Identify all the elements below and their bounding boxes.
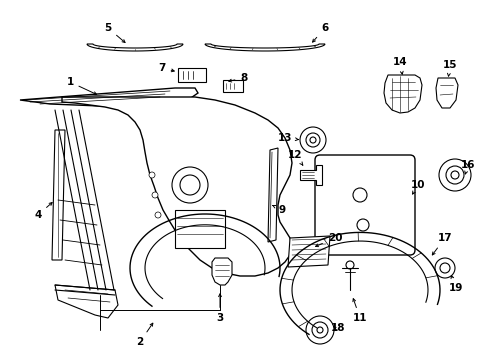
- Polygon shape: [267, 148, 278, 242]
- Polygon shape: [87, 44, 183, 51]
- Circle shape: [180, 175, 200, 195]
- Text: 5: 5: [104, 23, 125, 42]
- Text: 15: 15: [442, 60, 456, 76]
- Bar: [178, 68, 205, 82]
- Circle shape: [149, 172, 155, 178]
- Text: 19: 19: [448, 276, 462, 293]
- Text: 2: 2: [136, 323, 153, 347]
- Circle shape: [445, 166, 463, 184]
- Text: 16: 16: [460, 160, 474, 174]
- Circle shape: [356, 219, 368, 231]
- Text: 8: 8: [228, 73, 247, 83]
- Circle shape: [438, 159, 470, 191]
- Circle shape: [305, 133, 319, 147]
- Text: 9: 9: [272, 205, 285, 215]
- Text: 6: 6: [312, 23, 328, 42]
- Text: 20: 20: [315, 233, 342, 247]
- Text: 13: 13: [277, 133, 298, 143]
- Text: 17: 17: [431, 233, 451, 255]
- Polygon shape: [52, 130, 65, 260]
- Polygon shape: [299, 165, 321, 185]
- Circle shape: [172, 167, 207, 203]
- Circle shape: [434, 258, 454, 278]
- Text: 10: 10: [410, 180, 425, 194]
- Text: 3: 3: [216, 294, 223, 323]
- Polygon shape: [435, 78, 457, 108]
- Polygon shape: [20, 88, 198, 108]
- Text: 7: 7: [158, 63, 174, 73]
- Text: 14: 14: [392, 57, 407, 74]
- Circle shape: [352, 188, 366, 202]
- Bar: [175, 210, 224, 248]
- Polygon shape: [204, 44, 325, 51]
- Circle shape: [450, 171, 458, 179]
- Circle shape: [439, 263, 449, 273]
- Circle shape: [155, 212, 161, 218]
- Text: 1: 1: [66, 77, 96, 94]
- Circle shape: [305, 316, 333, 344]
- Circle shape: [299, 127, 325, 153]
- Circle shape: [309, 137, 315, 143]
- Polygon shape: [383, 75, 421, 113]
- Circle shape: [152, 192, 158, 198]
- Text: 11: 11: [352, 299, 366, 323]
- FancyBboxPatch shape: [314, 155, 414, 255]
- Text: 4: 4: [34, 203, 52, 220]
- Text: 12: 12: [287, 150, 302, 165]
- Circle shape: [311, 322, 327, 338]
- Polygon shape: [62, 97, 291, 276]
- Polygon shape: [212, 258, 231, 285]
- Polygon shape: [287, 236, 329, 267]
- Circle shape: [346, 261, 353, 269]
- Text: 18: 18: [330, 323, 345, 333]
- Bar: [223, 80, 243, 92]
- Polygon shape: [55, 285, 118, 318]
- Circle shape: [316, 327, 323, 333]
